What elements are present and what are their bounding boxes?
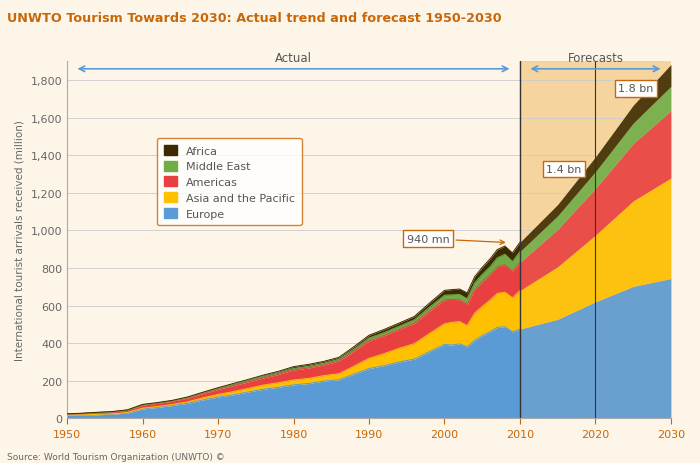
Text: Forecasts: Forecasts	[568, 52, 624, 65]
Legend: Africa, Middle East, Americas, Asia and the Pacific, Europe: Africa, Middle East, Americas, Asia and …	[157, 139, 302, 226]
Bar	[520, 62, 671, 419]
Text: 1.4 bn: 1.4 bn	[547, 165, 582, 175]
Text: Source: World Tourism Organization (UNWTO) ©: Source: World Tourism Organization (UNWT…	[7, 452, 225, 461]
Text: 940 mn: 940 mn	[407, 234, 505, 245]
Text: Actual: Actual	[275, 52, 312, 65]
Text: 1.8 bn: 1.8 bn	[618, 84, 654, 94]
Y-axis label: International tourist arrivals received (million): International tourist arrivals received …	[15, 120, 25, 361]
Text: UNWTO Tourism Towards 2030: Actual trend and forecast 1950-2030: UNWTO Tourism Towards 2030: Actual trend…	[7, 12, 502, 25]
